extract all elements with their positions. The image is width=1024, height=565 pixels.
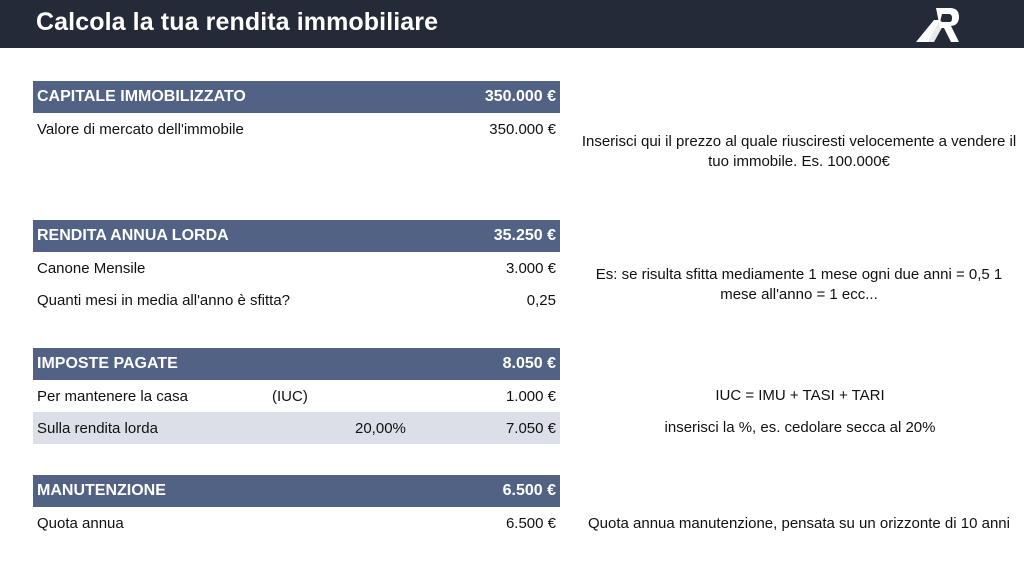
table-row: Sulla rendita lorda 20,00% 7.050 € <box>33 412 560 444</box>
section-header: RENDITA ANNUA LORDA 35.250 € <box>33 220 560 252</box>
section-imposte-pagate: IMPOSTE PAGATE 8.050 € Per mantenere la … <box>33 348 560 444</box>
note-rendita: Es: se risulta sfitta mediamente 1 mese … <box>595 266 1003 303</box>
note-manutenzione: Quota annua manutenzione, pensata su un … <box>588 515 1010 532</box>
note-iuc: IUC = IMU + TASI + TARI <box>715 387 885 404</box>
top-bar: Calcola la tua rendita immobiliare <box>0 0 1024 48</box>
row-label: Canone Mensile <box>37 260 146 277</box>
section-rendita-annua-lorda: RENDITA ANNUA LORDA 35.250 € Canone Mens… <box>33 220 560 316</box>
iuc-cell[interactable]: 1.000 € <box>505 388 556 405</box>
section-header: IMPOSTE PAGATE 8.050 € <box>33 348 560 380</box>
row-label: Valore di mercato dell'immobile <box>37 121 244 138</box>
valore-mercato-cell[interactable]: 350.000 € <box>489 121 556 138</box>
section-title: RENDITA ANNUA LORDA <box>37 227 229 244</box>
table-row: Canone Mensile 3.000 € <box>33 252 560 284</box>
section-capitale-immobilizzato: CAPITALE IMMOBILIZZATO 350.000 € Valore … <box>33 81 560 145</box>
table-row: Per mantenere la casa (IUC) 1.000 € <box>33 380 560 412</box>
section-title: IMPOSTE PAGATE <box>37 355 178 372</box>
canone-mensile-cell[interactable]: 3.000 € <box>505 260 556 277</box>
section-header: CAPITALE IMMOBILIZZATO 350.000 € <box>33 81 560 113</box>
imposta-rendita-cell: 7.050 € <box>505 420 556 437</box>
section-total: 8.050 € <box>502 355 556 372</box>
section-total: 350.000 € <box>484 88 556 105</box>
row-label: Sulla rendita lorda <box>37 420 158 437</box>
table-row: Valore di mercato dell'immobile 350.000 … <box>33 113 560 145</box>
building-r-logo-icon <box>916 8 959 42</box>
row-mid-label: (IUC) <box>272 388 308 405</box>
note-capitale: Inserisci qui il prezzo al quale riuscir… <box>581 133 1017 170</box>
percentuale-cell[interactable]: 20,00% <box>355 420 406 437</box>
section-title: CAPITALE IMMOBILIZZATO <box>37 88 246 105</box>
section-total: 35.250 € <box>493 227 556 244</box>
quota-annua-cell[interactable]: 6.500 € <box>505 515 556 532</box>
table-row: Quota annua 6.500 € <box>33 507 560 539</box>
section-title: MANUTENZIONE <box>37 482 166 499</box>
row-label: Quota annua <box>37 515 124 532</box>
section-header: MANUTENZIONE 6.500 € <box>33 475 560 507</box>
page-title: Calcola la tua rendita immobiliare <box>36 8 439 36</box>
mesi-sfitta-cell[interactable]: 0,25 <box>526 292 556 309</box>
table-row: Quanti mesi in media all'anno è sfitta? … <box>33 284 560 316</box>
row-label: Per mantenere la casa <box>37 388 188 405</box>
row-label: Quanti mesi in media all'anno è sfitta? <box>37 292 291 309</box>
section-manutenzione: MANUTENZIONE 6.500 € Quota annua 6.500 € <box>33 475 560 539</box>
section-total: 6.500 € <box>502 482 556 499</box>
note-percentuale: inserisci la %, es. cedolare secca al 20… <box>664 419 936 436</box>
